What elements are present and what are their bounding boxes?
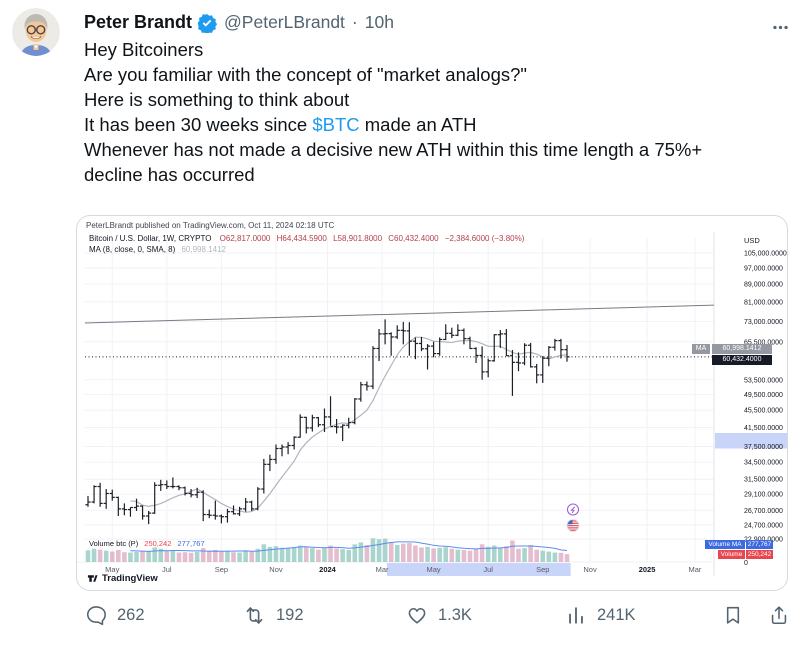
bookmark-icon — [726, 606, 740, 624]
date-axis-highlight — [386, 563, 571, 576]
tweet-header: Peter Brandt @PeterLBrandt · 10h — [84, 12, 394, 33]
bookmark-button[interactable] — [722, 604, 744, 626]
share-icon — [771, 606, 787, 625]
svg-text:24,700.0000: 24,700.0000 — [744, 522, 783, 529]
svg-text:81,000.0000: 81,000.0000 — [744, 299, 783, 306]
svg-text:49,500.0000: 49,500.0000 — [744, 392, 783, 399]
more-button[interactable] — [767, 14, 793, 40]
svg-text:USD: USD — [744, 236, 760, 245]
body-line: It has been 30 weeks since $BTC made an … — [84, 112, 800, 137]
like-count: 1.3K — [438, 605, 472, 624]
svg-text:Sep: Sep — [215, 565, 228, 574]
svg-text:Sep: Sep — [536, 565, 549, 574]
like-icon — [408, 607, 426, 624]
repost-count: 192 — [276, 606, 304, 624]
body-line: Here is something to think about — [84, 89, 350, 110]
svg-text:Nov: Nov — [269, 565, 283, 574]
svg-text:May: May — [105, 565, 119, 574]
body-text: made an ATH — [359, 114, 477, 135]
price-axis-labels: USD 105,000.0000 97,000.0000 89,000.0000 81,… — [744, 236, 787, 567]
tweet-body: Hey Bitcoiners Are you familiar with the… — [84, 37, 800, 187]
body-line: decline has occurred — [84, 164, 255, 185]
svg-text:Mar: Mar — [688, 565, 701, 574]
svg-text:45,500.0000: 45,500.0000 — [744, 408, 783, 415]
more-icon — [772, 25, 788, 29]
views-button[interactable]: 241K — [565, 604, 636, 626]
svg-text:65,500.0000: 65,500.0000 — [744, 339, 783, 346]
reply-button[interactable]: 262 — [85, 604, 145, 626]
like-button[interactable]: 1.3K — [406, 604, 472, 626]
share-button[interactable] — [768, 604, 790, 626]
verified-badge-icon — [197, 13, 218, 33]
svg-text:53,500.0000: 53,500.0000 — [744, 377, 783, 384]
svg-text:41,500.0000: 41,500.0000 — [744, 425, 783, 432]
author-name[interactable]: Peter Brandt — [84, 12, 193, 32]
body-text: It has been 30 weeks since — [84, 114, 313, 135]
repost-button[interactable]: 192 — [243, 604, 304, 627]
cashtag-link[interactable]: $BTC — [312, 114, 360, 135]
volume-ma-line — [130, 541, 568, 552]
body-line: Hey Bitcoiners — [84, 39, 204, 60]
repost-icon — [246, 607, 263, 624]
svg-text:105,000.0000: 105,000.0000 — [744, 251, 787, 258]
chart-image[interactable]: USD 105,000.0000 97,000.0000 89,000.0000 81,… — [76, 215, 788, 591]
svg-text:2025: 2025 — [639, 565, 656, 574]
btc-weekly-price-chart: USD 105,000.0000 97,000.0000 89,000.0000 81,… — [77, 232, 787, 576]
gridlines — [85, 238, 714, 562]
svg-text:97,000.0000: 97,000.0000 — [744, 266, 783, 273]
svg-text:89,000.0000: 89,000.0000 — [744, 282, 783, 289]
svg-text:Jul: Jul — [162, 565, 172, 574]
volume-bars — [85, 538, 570, 562]
body-line: Are you familiar with the concept of "ma… — [84, 64, 527, 85]
tweet-actions: 262 192 1.3K 241K — [0, 604, 801, 638]
svg-text:Mar: Mar — [376, 565, 389, 574]
trendline — [84, 304, 715, 324]
meta-separator: · — [351, 12, 358, 32]
svg-text:May: May — [427, 565, 441, 574]
svg-text:29,100.0000: 29,100.0000 — [744, 492, 783, 499]
event-icons — [566, 503, 580, 532]
views-count: 241K — [597, 605, 636, 624]
date-axis-labels: May Jul Sep Nov 2024 Mar May Jul Sep Nov 2025 Mar — [105, 565, 702, 574]
tweet-time[interactable]: 10h — [364, 12, 394, 32]
svg-text:37,500.0000: 37,500.0000 — [744, 444, 783, 451]
ohlc-bars — [85, 319, 570, 525]
reply-icon — [86, 606, 106, 626]
svg-text:0: 0 — [744, 560, 748, 567]
avatar[interactable] — [12, 8, 60, 56]
views-icon — [569, 607, 583, 624]
svg-text:22,900.0000: 22,900.0000 — [744, 537, 783, 544]
price-axis-highlight — [715, 432, 787, 449]
reply-count: 262 — [117, 605, 145, 624]
svg-text:Nov: Nov — [583, 565, 597, 574]
svg-text:Jul: Jul — [483, 565, 493, 574]
body-line: Whenever has not made a decisive new ATH… — [84, 139, 703, 160]
svg-text:73,000.0000: 73,000.0000 — [744, 319, 783, 326]
svg-text:34,500.0000: 34,500.0000 — [744, 460, 783, 467]
author-handle[interactable]: @PeterLBrandt — [224, 12, 345, 32]
svg-text:2024: 2024 — [319, 565, 337, 574]
avatar-illustration — [12, 8, 60, 56]
svg-text:31,500.0000: 31,500.0000 — [744, 477, 783, 484]
svg-text:26,700.0000: 26,700.0000 — [744, 508, 783, 515]
